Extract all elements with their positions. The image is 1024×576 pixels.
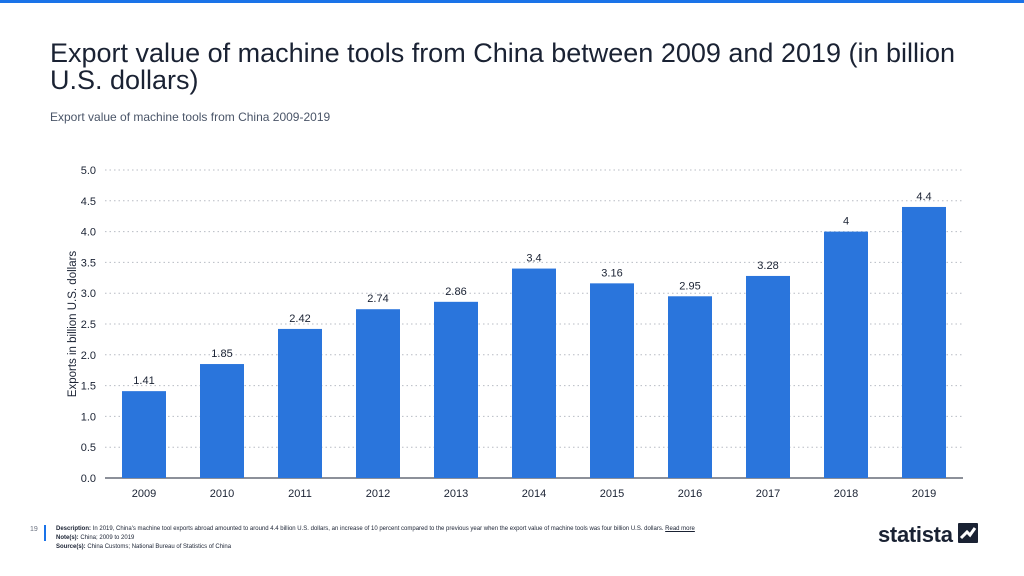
y-tick-label: 0.0 [81, 473, 96, 485]
bar [434, 301, 478, 478]
top-accent-bar [0, 0, 1024, 3]
y-tick-label: 4.5 [81, 196, 96, 208]
data-label: 2.42 [289, 313, 310, 325]
x-tick-label: 2013 [444, 488, 468, 500]
footer-accent-bar [44, 525, 46, 541]
source-text: China Customs; National Bureau of Statis… [87, 544, 232, 550]
data-label: 3.4 [526, 253, 541, 265]
x-tick-label: 2010 [210, 488, 234, 500]
y-tick-label: 5.0 [81, 165, 96, 177]
description-text: In 2019, China's machine tool exports ab… [92, 526, 664, 532]
source-label: Source(s): [56, 544, 86, 550]
brand-wordmark: statista [878, 522, 953, 547]
bar [590, 283, 634, 478]
y-tick-label: 4.0 [81, 227, 96, 239]
x-tick-label: 2014 [522, 488, 546, 500]
x-tick-label: 2016 [678, 488, 702, 500]
bar [824, 231, 868, 478]
page-number: 19 [30, 526, 38, 533]
notes-label: Note(s): [56, 535, 79, 541]
y-tick-label: 1.5 [81, 381, 96, 393]
bar [200, 364, 244, 478]
x-tick-label: 2012 [366, 488, 390, 500]
x-tick-label: 2011 [288, 488, 312, 500]
y-axis-title: Exports in billion U.S. dollars [67, 251, 79, 398]
data-label: 1.41 [133, 375, 154, 387]
data-label: 4 [843, 216, 849, 228]
data-label: 2.86 [445, 286, 466, 298]
notes-line: Note(s): China; 2009 to 2019 [56, 534, 816, 543]
x-tick-label: 2015 [600, 488, 624, 500]
data-label: 3.28 [757, 260, 778, 272]
bar [122, 391, 166, 478]
data-label: 2.74 [367, 293, 388, 305]
data-label: 1.85 [211, 348, 232, 360]
bar-chart: 0.0 0.5 1.0 1.5 2.0 2.5 3.0 3.5 4.0 4.5 5.0 1.41 200… [67, 165, 963, 500]
bar [902, 206, 946, 478]
y-tick-label: 1.0 [81, 411, 96, 423]
data-label: 3.16 [601, 267, 622, 279]
x-tick-label: 2018 [834, 488, 858, 500]
bar [668, 296, 712, 478]
y-tick-label: 2.0 [81, 350, 96, 362]
read-more-link[interactable]: Read more [665, 526, 695, 532]
page-subtitle: Export value of machine tools from China… [50, 110, 331, 124]
x-tick-label: 2009 [132, 488, 156, 500]
source-line: Source(s): China Customs; National Burea… [56, 543, 816, 552]
description-line: Description: In 2019, China's machine to… [56, 525, 816, 534]
data-label: 2.95 [679, 280, 700, 292]
bar [278, 328, 322, 478]
data-label: 4.4 [916, 191, 931, 203]
x-tick-label: 2017 [756, 488, 780, 500]
bar [356, 309, 400, 478]
page-title: Export value of machine tools from China… [50, 38, 956, 95]
description-label: Description: [56, 526, 92, 532]
footer-notes: Description: In 2019, China's machine to… [56, 525, 816, 552]
y-tick-label: 3.0 [81, 288, 96, 300]
statista-logo-icon [958, 523, 978, 543]
y-tick-label: 3.5 [81, 257, 96, 269]
x-tick-label: 2019 [912, 488, 936, 500]
y-tick-label: 0.5 [81, 442, 96, 454]
bar [512, 268, 556, 478]
y-tick-label: 2.5 [81, 319, 96, 331]
notes-text: China; 2009 to 2019 [80, 535, 135, 541]
bar [746, 275, 790, 478]
footer: 19 Description: In 2019, China's machine… [0, 520, 1024, 576]
